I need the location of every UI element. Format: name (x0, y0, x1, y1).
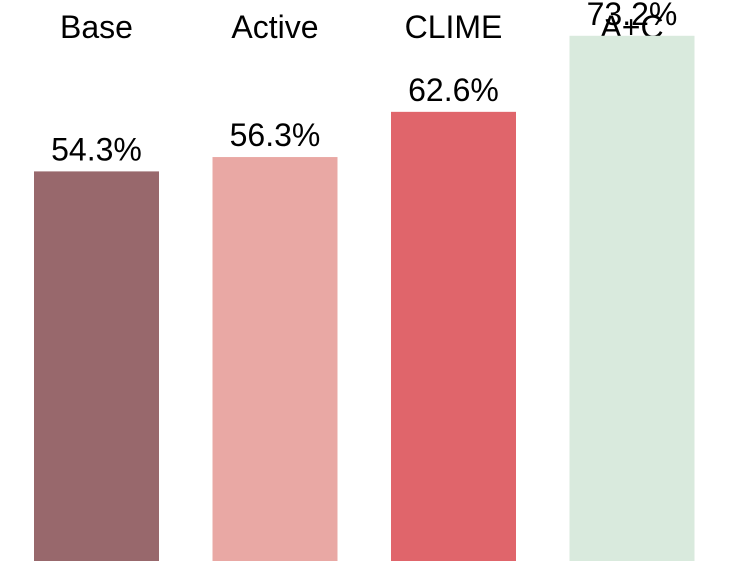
bar-clime (391, 111, 516, 561)
value-label-base: 54.3% (51, 131, 142, 167)
value-label-clime: 62.6% (408, 72, 499, 108)
bar-a-c (569, 35, 695, 562)
category-label-active: Active (231, 9, 318, 45)
category-label-clime: CLIME (405, 9, 503, 45)
category-label-base: Base (60, 9, 133, 45)
value-label-a-c: 73.2% (587, 0, 678, 32)
bar-base (34, 171, 159, 561)
bar-active (212, 157, 338, 562)
value-label-active: 56.3% (230, 117, 321, 153)
